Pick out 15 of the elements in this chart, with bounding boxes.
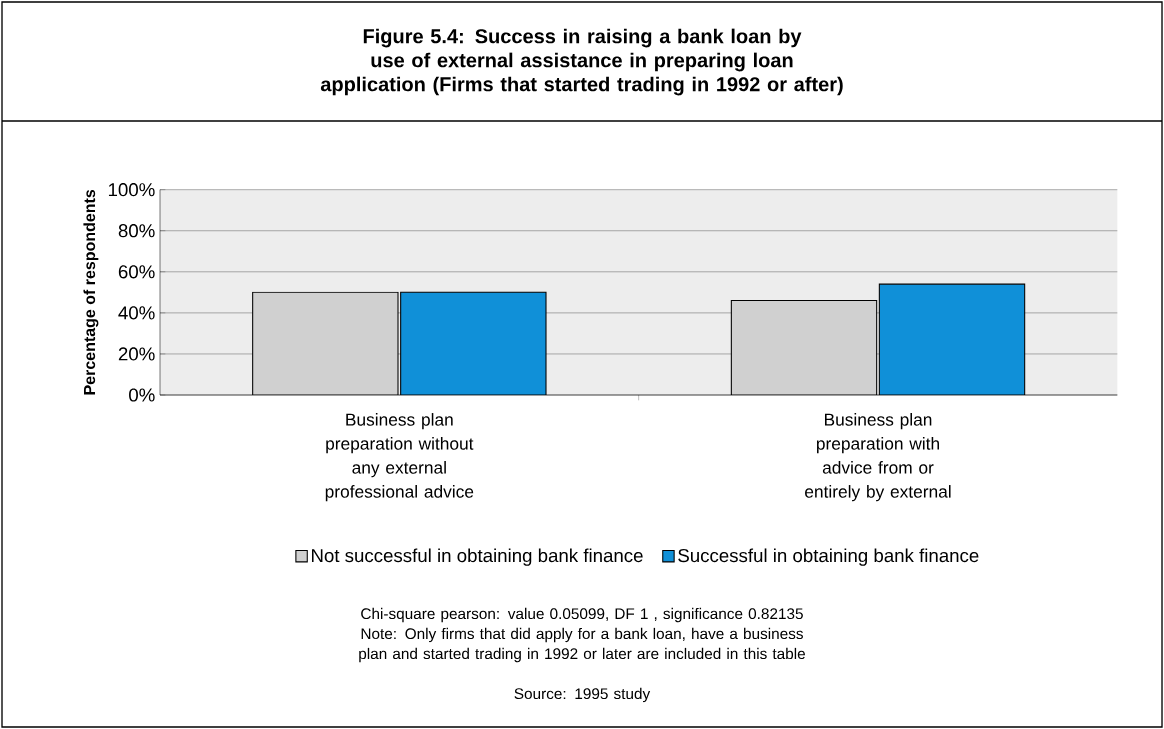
y-tick-label: 100% [108, 183, 155, 197]
y-axis-title: Percentage of respondents [83, 189, 99, 395]
x-tick-label: Business plan preparation without any external professional advice [325, 413, 474, 502]
source-note: Source: 1995 study [514, 687, 651, 703]
x-tick-label: Business plan preparation with advice from or entirely by external [805, 413, 951, 502]
y-tick-label: 20% [118, 347, 155, 361]
legend-label: Not successful in obtaining bank finance [311, 548, 643, 566]
y-tick-label: 0% [129, 388, 155, 402]
legend-label: Successful in obtaining bank finance [678, 548, 979, 566]
y-tick-label: 80% [118, 224, 155, 238]
chart-title: Figure 5.4: Success in raising a bank loan by use of external assistance in preparing loan application (Firms that started trading in 1992 or after) [320, 28, 843, 96]
text: Note: Only firms that did apply for a bank loan, have a business plan and started trading in 1992 or later are included in this table [359, 627, 805, 663]
y-tick-label: 40% [118, 306, 155, 320]
text: Chi-square pearson: value 0.05099, DF 1 , significance 0.82135 [361, 607, 803, 623]
y-tick-label: 60% [118, 265, 155, 279]
